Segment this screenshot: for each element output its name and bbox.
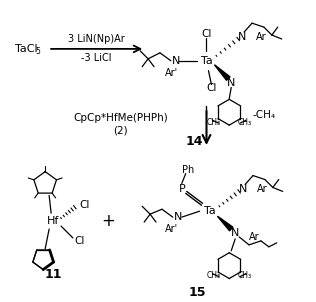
Text: Ar': Ar' bbox=[165, 224, 179, 234]
Polygon shape bbox=[217, 216, 233, 231]
Text: N: N bbox=[227, 78, 235, 88]
Text: -CH₄: -CH₄ bbox=[252, 110, 276, 120]
Text: CpCp*HfMe(PHPh): CpCp*HfMe(PHPh) bbox=[73, 113, 168, 123]
Text: Ar: Ar bbox=[256, 32, 267, 42]
Text: 5: 5 bbox=[35, 47, 40, 56]
Text: CH₃: CH₃ bbox=[206, 118, 221, 127]
Text: P: P bbox=[178, 185, 185, 194]
Text: N: N bbox=[173, 212, 182, 222]
Text: +: + bbox=[101, 212, 115, 230]
Text: Ar': Ar' bbox=[165, 68, 179, 78]
Text: Cl: Cl bbox=[206, 83, 217, 94]
Text: Cl: Cl bbox=[80, 200, 90, 210]
Text: TaCl: TaCl bbox=[15, 44, 38, 54]
Text: N: N bbox=[239, 185, 247, 194]
Text: CH₃: CH₃ bbox=[238, 118, 252, 127]
Text: 15: 15 bbox=[189, 286, 206, 299]
Text: CH₃: CH₃ bbox=[206, 271, 221, 280]
Text: Cl: Cl bbox=[201, 29, 212, 39]
Text: 11: 11 bbox=[44, 268, 62, 281]
Text: N: N bbox=[172, 56, 180, 66]
Text: (2): (2) bbox=[113, 125, 128, 135]
Text: Ta: Ta bbox=[204, 206, 215, 216]
Polygon shape bbox=[215, 65, 230, 80]
Text: 3 LiN(Np)Ar: 3 LiN(Np)Ar bbox=[68, 34, 125, 44]
Text: Cl: Cl bbox=[75, 236, 85, 246]
Text: Ta: Ta bbox=[201, 56, 212, 66]
Text: 14: 14 bbox=[186, 135, 204, 148]
Text: N: N bbox=[238, 32, 246, 42]
Text: Hf: Hf bbox=[47, 216, 59, 226]
Text: -3 LiCl: -3 LiCl bbox=[82, 53, 112, 63]
Text: Ph: Ph bbox=[182, 165, 194, 175]
Text: N: N bbox=[231, 228, 240, 238]
Text: CH₃: CH₃ bbox=[238, 271, 252, 280]
Text: Ar: Ar bbox=[249, 232, 260, 242]
Text: Ar: Ar bbox=[257, 185, 268, 194]
